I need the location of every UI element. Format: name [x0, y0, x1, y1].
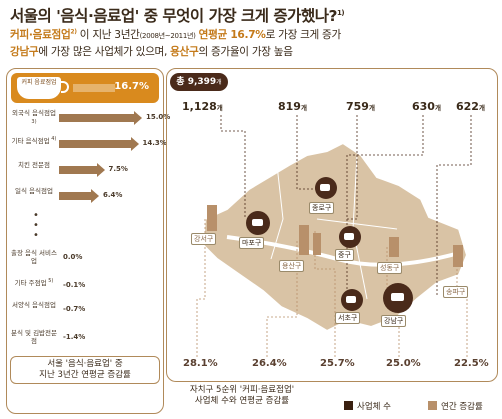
ellipsis-icon: • • • — [33, 210, 39, 241]
growth-rate-row: 분식 및 김밥전문점 -1.4% — [7, 325, 163, 349]
growth-rate-value: 15.0% — [146, 113, 171, 121]
growth-rate-value: 0.0% — [63, 253, 83, 261]
legend-swatch — [428, 401, 437, 410]
growth-rate-row: 출장 음식 서비스업 0.0% — [7, 245, 163, 269]
district-label: 용산구 — [279, 260, 305, 272]
district-count: 819개 — [278, 100, 307, 113]
page-title: 서울의 '음식·음료업' 중 무엇이 가장 크게 증가했나?1) — [10, 7, 345, 25]
growth-rate-value: -0.1% — [63, 281, 86, 289]
district-map-panel: 강서구 마포구 종로구 용산구 중구 성동구 서초구 강남구 송파구 — [166, 68, 498, 382]
growth-rate-label: 기타 음식점업 4) — [11, 136, 57, 146]
district-count: 622개 — [456, 100, 485, 113]
top-item-banner: 커피 음료점업 16.7% — [11, 73, 159, 103]
growth-rate-panel: 커피 음료점업 16.7% 외국식 음식점업 3) 15.0% 기타 음식점업 4)… — [6, 68, 170, 414]
cup-icon — [252, 184, 404, 303]
arrow-icon — [134, 111, 142, 125]
district-label: 성동구 — [377, 262, 403, 274]
growth-rate-row: 일식 음식점업 6.4% — [7, 183, 163, 207]
cup-handle-icon — [61, 81, 69, 93]
seoul-map — [196, 115, 472, 357]
district-label: 마포구 — [239, 237, 265, 249]
arrow-icon — [96, 163, 105, 177]
legend-item: 사업체 수 — [344, 400, 391, 412]
growth-rate-label: 출장 음식 서비스업 — [11, 249, 57, 265]
legend-swatch — [344, 401, 353, 410]
district-label: 서초구 — [335, 312, 361, 324]
right-caption: 자치구 5순위 '커피·음료점업' 사업체 수와 연평균 증감률 — [189, 385, 295, 406]
growth-rate-label: 분식 및 김밥전문점 — [11, 329, 57, 345]
growth-rate-row: 치킨 전문점 7.5% — [7, 157, 163, 181]
district-label: 강남구 — [381, 315, 407, 327]
growth-rate-row: 기타 음식점업 4) 14.3% — [7, 131, 167, 155]
growth-rate-value: 6.4% — [103, 191, 123, 199]
left-caption: 서울 '음식·음료업' 중 지난 3년간 연평균 증감률 — [10, 356, 160, 384]
growth-rate-value: 28.1% — [183, 358, 218, 369]
total-count-badge: 총 9,399개 — [170, 73, 228, 91]
growth-rate-value: 25.0% — [386, 358, 421, 369]
coffee-cup-icon — [17, 77, 61, 99]
arrow-icon — [130, 137, 139, 151]
district-label: 중구 — [335, 249, 354, 261]
growth-rate-value: 22.5% — [454, 358, 489, 369]
arrow-icon — [91, 189, 99, 203]
growth-rate-label: 서양식 음식점업 — [12, 301, 56, 309]
growth-rate-bar — [59, 140, 131, 148]
growth-rate-bar — [59, 166, 97, 174]
top-item-value: 16.7% — [114, 81, 149, 92]
growth-rate-label: 기타 주점업 5) — [14, 278, 54, 288]
subtitle-line-1: 커피·음료점업2) 이 지난 3년간(2008년~2011년) 연평균 16.7… — [10, 28, 341, 41]
growth-rate-value: -0.7% — [63, 305, 86, 313]
district-count: 1,128개 — [182, 100, 223, 113]
growth-rate-value: -1.4% — [63, 333, 86, 341]
growth-rate-label: 치킨 전문점 — [18, 161, 50, 169]
growth-rate-bar — [59, 114, 134, 122]
growth-rate-row: 서양식 음식점업 -0.7% — [7, 297, 163, 321]
growth-rate-value: 7.5% — [108, 165, 128, 173]
growth-rate-label: 외국식 음식점업 3) — [12, 109, 56, 125]
top-item-label: 커피 음료점업 — [21, 79, 57, 86]
arrow-icon — [73, 84, 115, 92]
subtitle-line-2: 강남구에 가장 많은 사업체가 있으며, 용산구의 증가율이 가장 높음 — [10, 46, 293, 58]
building-icon — [207, 205, 463, 267]
growth-rate-bar — [59, 192, 91, 200]
legend-item: 연간 증감률 — [428, 400, 483, 412]
district-count: 630개 — [412, 100, 441, 113]
growth-rate-value: 14.3% — [142, 139, 167, 147]
growth-rate-row: 외국식 음식점업 3) 15.0% — [7, 105, 170, 129]
growth-rate-row: 기타 주점업 5) -0.1% — [7, 273, 163, 297]
district-label: 송파구 — [443, 286, 469, 298]
district-label: 종로구 — [309, 202, 335, 214]
district-count: 759개 — [346, 100, 375, 113]
growth-rate-label: 일식 음식점업 — [15, 187, 53, 195]
district-label: 강서구 — [191, 233, 217, 245]
growth-rate-value: 25.7% — [320, 358, 355, 369]
growth-rate-value: 26.4% — [252, 358, 287, 369]
